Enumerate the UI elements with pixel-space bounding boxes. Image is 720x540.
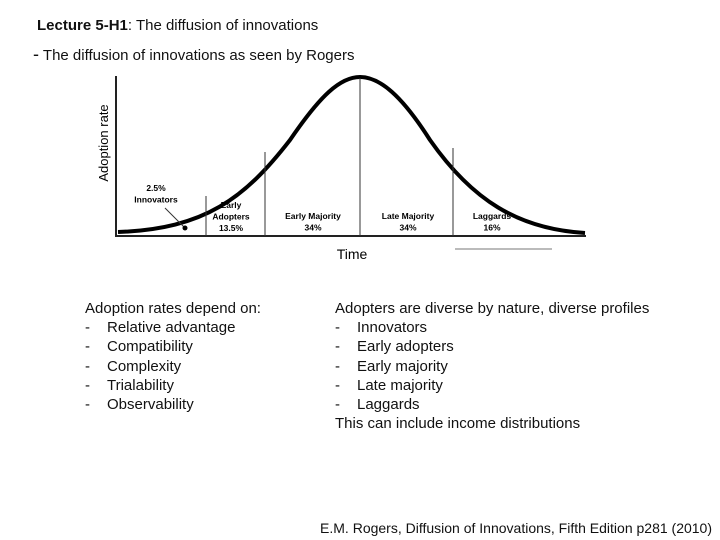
bullet: - [85, 376, 90, 394]
bullet: - [85, 338, 90, 356]
list-item: - Laggards [335, 395, 649, 414]
list-item: - Compatibility [85, 337, 261, 356]
bullet: - [85, 357, 90, 375]
item-text: Early adopters [357, 338, 454, 356]
y-axis-label: Adoption rate [96, 104, 111, 181]
list-item: - Trialability [85, 376, 261, 395]
subtitle: - The diffusion of innovations as seen b… [33, 44, 355, 65]
list-item: - Innovators [335, 318, 649, 337]
segment-label: 16% [483, 223, 500, 233]
bell-curve [117, 74, 586, 235]
subtitle-text: The diffusion of innovations as seen by … [42, 47, 355, 64]
citation: E.M. Rogers, Diffusion of Innovations, F… [320, 520, 712, 536]
item-text: Relative advantage [107, 319, 236, 337]
list-heading: Adopters are diverse by nature, diverse … [335, 300, 650, 317]
list-item: - Late majority [335, 376, 649, 395]
segment-label: Late Majority [382, 211, 435, 221]
bullet: - [335, 376, 340, 394]
list-item: - Complexity [85, 357, 261, 376]
list-item: - Early majority [335, 357, 649, 376]
segment-label: 13.5% [219, 223, 244, 233]
list-item: - Early adopters [335, 337, 649, 356]
pointer-dot [182, 225, 188, 231]
left-list: Adoption rates depend on: - Relative adva… [85, 299, 261, 414]
bullet: - [85, 396, 90, 414]
segment-label: Early [221, 200, 242, 210]
title: Lecture 5-H1: The diffusion of innovatio… [37, 17, 318, 34]
item-text: Laggards [357, 396, 420, 414]
item-text: Early majority [357, 357, 448, 375]
segment-label: 34% [399, 223, 416, 233]
item-text: Trialability [107, 376, 174, 394]
list-footer: This can include income distributions [335, 415, 581, 433]
item-text: Observability [107, 396, 194, 414]
pointer [164, 207, 186, 229]
segment-label: 34% [304, 223, 321, 233]
bullet: - [335, 338, 340, 356]
item-text: Complexity [107, 357, 182, 375]
segment-label: 2.5% [146, 183, 166, 193]
title-bold: Lecture 5-H1 [37, 17, 128, 34]
bullet: - [335, 396, 340, 414]
diffusion-diagram: Adoption rate 2.5% Innovators Early Adopter… [96, 74, 586, 262]
x-axis-label: Time [337, 246, 368, 262]
segment-label: Innovators [134, 195, 178, 205]
list-heading: Adoption rates depend on: [85, 300, 261, 317]
item-text: Compatibility [107, 338, 193, 356]
segment-label: Laggards [473, 211, 512, 221]
segment-label: Early Majority [285, 211, 341, 221]
list-item: - Relative advantage [85, 318, 261, 337]
bullet: - [85, 319, 90, 337]
bullet: - [33, 44, 39, 64]
bullet: - [335, 319, 340, 337]
right-list: Adopters are diverse by nature, diverse … [335, 299, 649, 433]
list-item: - Observability [85, 395, 261, 414]
segment-label: Adopters [212, 212, 250, 222]
item-text: Late majority [357, 376, 443, 394]
bullet: - [335, 357, 340, 375]
item-text: Innovators [357, 319, 428, 337]
title-rest: : The diffusion of innovations [127, 17, 319, 34]
